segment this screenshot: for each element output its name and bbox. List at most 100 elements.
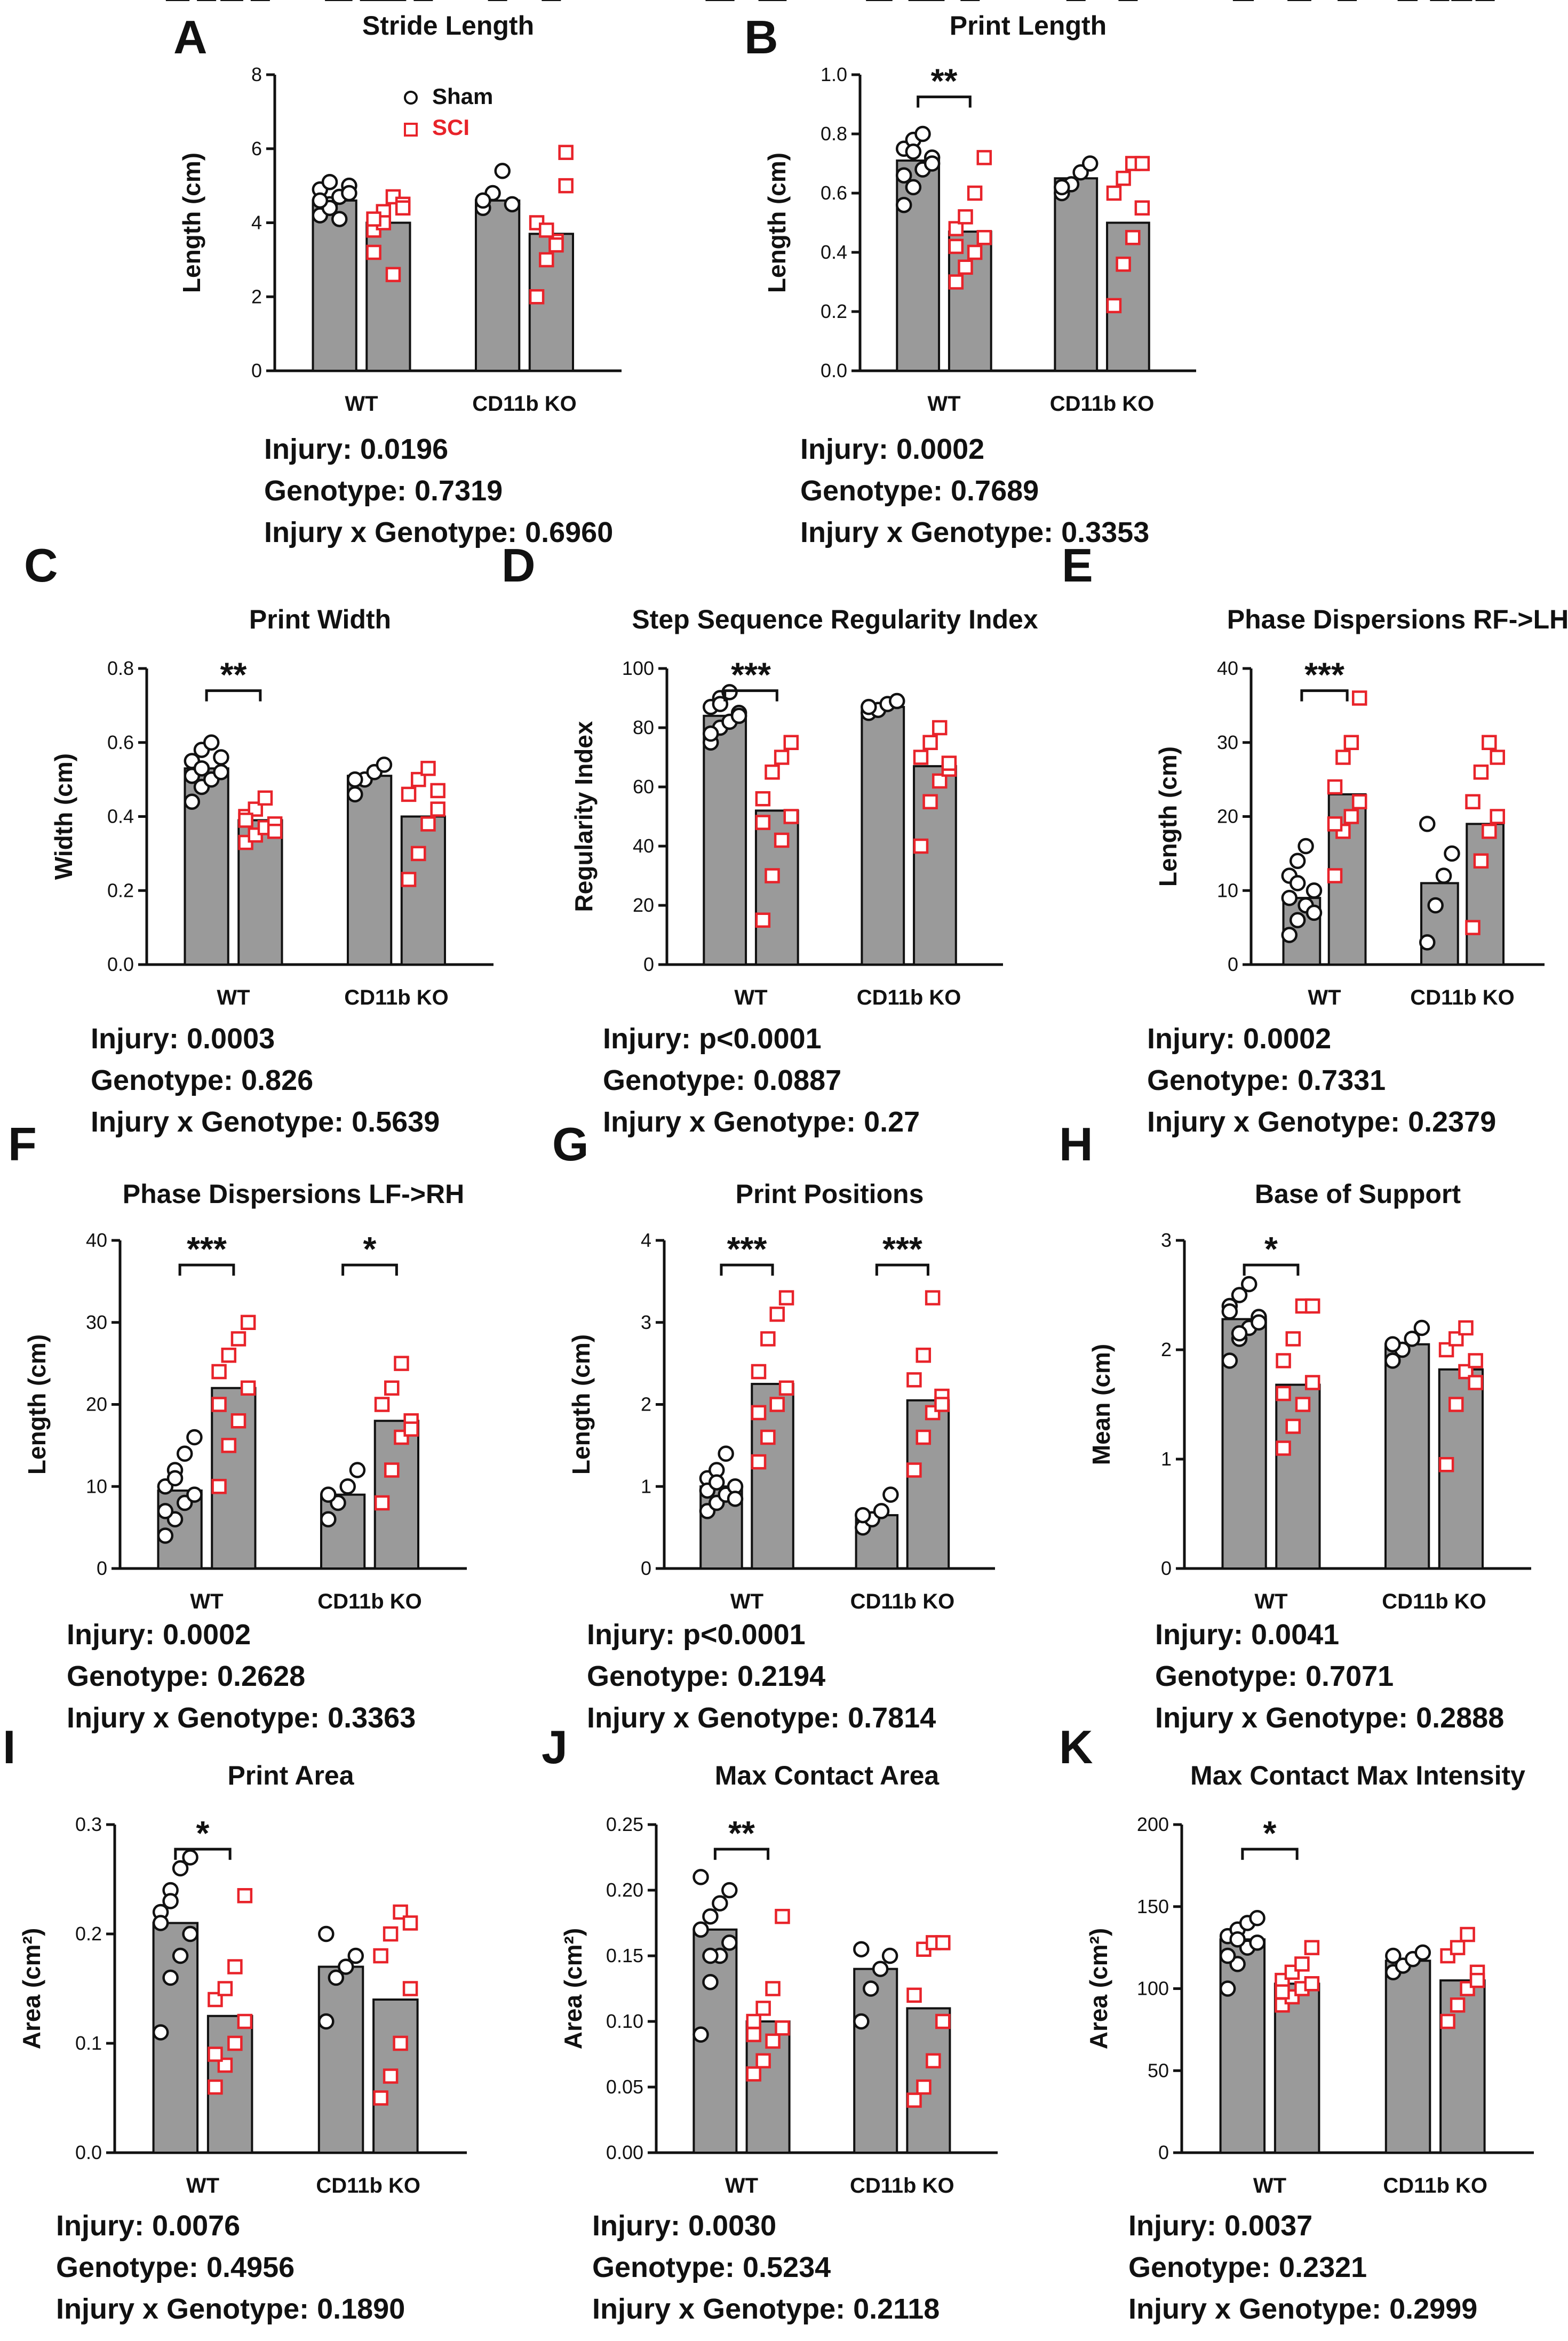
- data-point-sci: [393, 2035, 408, 2051]
- data-point-sci: [1458, 1320, 1474, 1336]
- data-point-sci: [1490, 750, 1505, 765]
- significance-bracket: [875, 1263, 929, 1276]
- data-point-sci: [1473, 853, 1489, 869]
- data-point-sci: [906, 2092, 922, 2108]
- x-tick-label: WT: [725, 2174, 758, 2197]
- stats-line: Injury x Genotype: 0.27: [603, 1106, 920, 1138]
- data-point-sci: [267, 824, 283, 839]
- x-tick-label: WT: [730, 1590, 763, 1613]
- data-point-sci: [366, 244, 381, 260]
- data-point-sci: [1106, 185, 1122, 201]
- data-point-sci: [1465, 920, 1481, 935]
- data-point-sci: [967, 244, 983, 260]
- panel-letter: C: [24, 539, 58, 592]
- data-point-sci: [1351, 690, 1367, 706]
- data-point-sham: [1427, 897, 1444, 914]
- bar-cd11b-ko-sham: [1420, 882, 1459, 966]
- y-axis-label: Length (cm): [23, 1334, 51, 1475]
- y-tick-label: 4: [251, 212, 262, 234]
- data-point-sci: [916, 2079, 932, 2095]
- data-point-sham: [376, 757, 393, 773]
- x-tick-label: CD11b KO: [1410, 986, 1515, 1009]
- y-tick-label: 100: [1137, 1978, 1169, 2000]
- significance-bracket: [723, 689, 778, 702]
- stats-line: Genotype: 0.7319: [264, 475, 503, 507]
- stats-line: Injury x Genotype: 0.2379: [1147, 1106, 1496, 1138]
- panel-title: Print Length: [950, 11, 1107, 41]
- data-point-sci: [230, 1413, 246, 1429]
- data-point-sci: [217, 1981, 233, 1996]
- data-point-sham: [1249, 1934, 1265, 1951]
- x-tick-label: CD11b KO: [850, 2174, 954, 2197]
- y-tick-label: 0.20: [606, 1879, 643, 1901]
- data-point-sci: [420, 761, 436, 776]
- data-point-sci: [402, 1915, 418, 1931]
- data-point-sham: [855, 1507, 871, 1524]
- y-tick-label: 0.0: [75, 2141, 102, 2163]
- data-point-sham: [1385, 1947, 1402, 1964]
- legend-marker-sci: [404, 123, 418, 137]
- data-point-sham: [475, 192, 491, 209]
- data-point-sham: [1306, 904, 1323, 921]
- data-point-sci: [403, 1421, 419, 1437]
- data-point-sci: [1276, 1386, 1291, 1402]
- data-point-sci: [1343, 735, 1359, 750]
- stats-line: Injury: 0.0196: [264, 433, 448, 465]
- y-axis-label: Regularity Index: [570, 721, 598, 912]
- data-point-sci: [1450, 1940, 1466, 1955]
- data-point-sci: [383, 1926, 399, 1942]
- y-tick-label: 30: [86, 1311, 107, 1333]
- panel-title: Step Sequence Regularity Index: [632, 604, 1038, 634]
- data-point-sham: [721, 1882, 738, 1899]
- y-axis-label: Width (cm): [50, 753, 77, 880]
- data-point-sci: [401, 786, 417, 802]
- data-point-sci: [211, 1364, 227, 1380]
- data-point-sham: [730, 707, 747, 724]
- data-point-sham: [702, 1947, 719, 1964]
- data-point-sham: [320, 1511, 337, 1527]
- data-point-sci: [1438, 1457, 1454, 1472]
- data-point-sci: [430, 801, 445, 817]
- data-point-sci: [237, 2013, 253, 2029]
- y-tick-label: 30: [1217, 731, 1238, 753]
- panel-letter: D: [502, 539, 536, 592]
- y-tick-label: 3: [1161, 1229, 1172, 1251]
- data-point-sci: [1327, 816, 1343, 832]
- stats-line: Injury x Genotype: 0.1890: [56, 2293, 405, 2325]
- y-tick-label: 0.00: [606, 2141, 643, 2163]
- data-point-sham: [905, 179, 922, 196]
- stats-line: Genotype: 0.2321: [1128, 2251, 1367, 2283]
- data-point-sci: [935, 2013, 951, 2029]
- data-point-sci: [906, 1462, 922, 1478]
- data-point-sham: [1413, 1319, 1430, 1336]
- y-tick-label: 6: [251, 138, 262, 160]
- data-point-sham: [321, 173, 338, 190]
- bar-wt-sham: [703, 714, 747, 966]
- x-tick-label: WT: [190, 1590, 223, 1613]
- y-tick-label: 10: [1217, 879, 1238, 901]
- bar-cd11b-ko-sci: [913, 765, 957, 966]
- y-tick-label: 40: [86, 1229, 107, 1251]
- data-point-sci: [374, 1495, 390, 1511]
- y-tick-label: 0.15: [606, 1945, 643, 1966]
- panel-letter: J: [542, 1721, 568, 1773]
- data-point-sci: [932, 720, 948, 736]
- data-point-sci: [539, 222, 554, 238]
- significance-label: ***: [731, 656, 771, 694]
- data-point-sham: [873, 1503, 890, 1519]
- y-tick-label: 0: [251, 360, 262, 381]
- data-point-sci: [211, 1479, 227, 1494]
- stats-line: Genotype: 0.7071: [1155, 1660, 1394, 1692]
- y-tick-label: 0.3: [75, 1813, 102, 1835]
- data-point-sham: [318, 1925, 335, 1942]
- data-point-sci: [558, 178, 574, 194]
- data-point-sci: [1490, 809, 1505, 824]
- panel-letter: I: [3, 1721, 15, 1773]
- data-point-sci: [913, 750, 929, 765]
- x-tick-label: CD11b KO: [857, 986, 961, 1009]
- y-tick-label: 60: [633, 776, 654, 798]
- stats-line: Genotype: 0.7331: [1147, 1064, 1386, 1096]
- panel-e: E Phase Dispersions RF->LH 0 10 20 30 40 Length…: [1062, 0, 1568, 1138]
